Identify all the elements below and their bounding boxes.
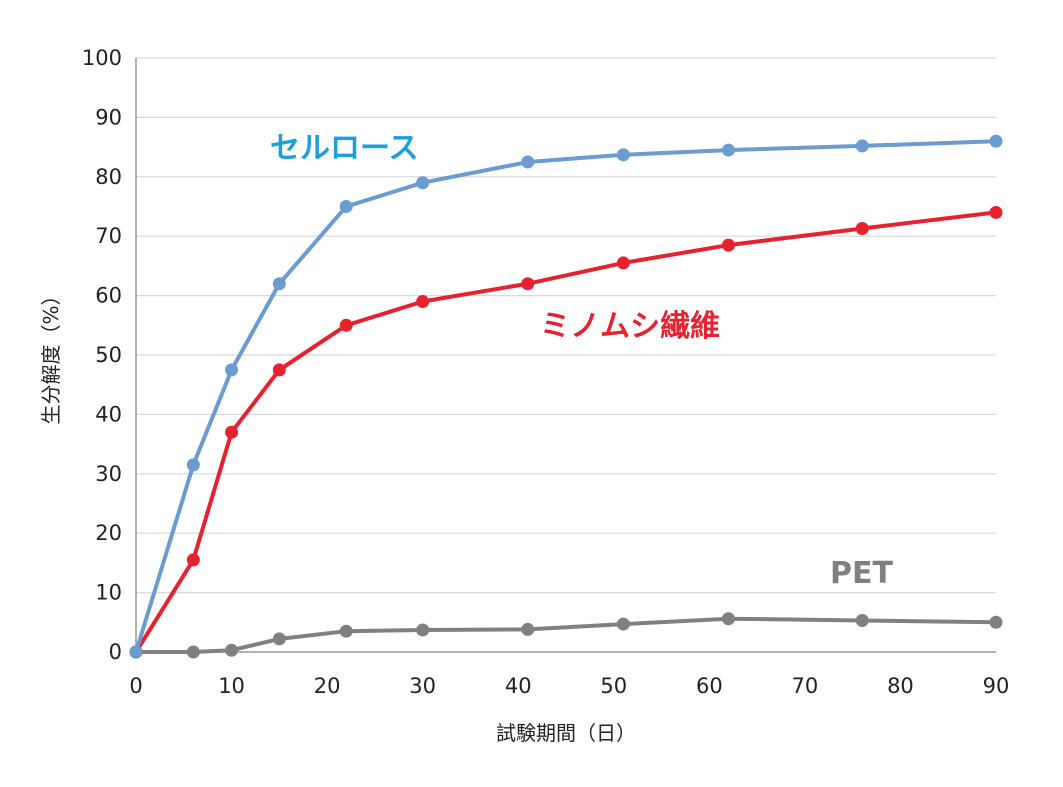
- y-tick-label: 70: [95, 224, 122, 248]
- data-point: [339, 318, 353, 332]
- data-point: [416, 295, 430, 309]
- x-tick-label: 70: [792, 674, 819, 698]
- data-point: [272, 277, 286, 291]
- data-point: [989, 205, 1003, 219]
- data-point: [129, 645, 143, 659]
- data-point: [989, 134, 1003, 148]
- data-point: [616, 617, 630, 631]
- y-tick-label: 50: [95, 343, 122, 367]
- data-point: [272, 363, 286, 377]
- series-0: [129, 134, 1003, 659]
- x-tick-label: 90: [983, 674, 1010, 698]
- data-point: [721, 143, 735, 157]
- data-point: [616, 256, 630, 270]
- data-point: [186, 645, 200, 659]
- data-point: [339, 624, 353, 638]
- y-tick-label: 80: [95, 165, 122, 189]
- y-axis-title: 生分解度（%）: [39, 285, 63, 424]
- series-label: ミノムシ繊維: [540, 309, 720, 344]
- data-point: [416, 623, 430, 637]
- series-label: PET: [830, 556, 893, 591]
- gridlines: [136, 57, 996, 594]
- y-tick-label: 90: [95, 105, 122, 129]
- x-tick-label: 0: [129, 674, 142, 698]
- y-tick-labels: 0 10 20 30 40 50 60 70 80 90 100: [82, 46, 122, 664]
- x-tick-label: 60: [696, 674, 723, 698]
- data-point: [186, 458, 200, 472]
- data-point: [186, 553, 200, 567]
- x-tick-label: 30: [409, 674, 436, 698]
- data-point: [521, 155, 535, 169]
- y-tick-label: 30: [95, 462, 122, 486]
- y-tick-label: 40: [95, 402, 122, 426]
- data-point: [521, 622, 535, 636]
- x-tick-label: 40: [505, 674, 532, 698]
- data-point: [225, 643, 239, 657]
- data-point: [416, 176, 430, 190]
- data-point: [225, 425, 239, 439]
- data-point: [272, 632, 286, 646]
- x-tick-label: 20: [314, 674, 341, 698]
- data-point: [616, 148, 630, 162]
- y-tick-label: 60: [95, 284, 122, 308]
- x-tick-label: 80: [887, 674, 914, 698]
- data-point: [855, 139, 869, 153]
- y-tick-label: 10: [95, 581, 122, 605]
- x-axis-title: 試験期間（日）: [496, 721, 636, 745]
- series-lines: [129, 134, 1003, 659]
- x-tick-label: 10: [218, 674, 245, 698]
- data-point: [989, 615, 1003, 629]
- y-tick-label: 20: [95, 521, 122, 545]
- data-point: [225, 363, 239, 377]
- x-tick-label: 50: [600, 674, 627, 698]
- series-label: セルロース: [270, 131, 419, 166]
- data-point: [521, 277, 535, 291]
- y-tick-label: 0: [109, 640, 122, 664]
- data-point: [855, 221, 869, 235]
- data-point: [855, 614, 869, 628]
- axes: [135, 58, 996, 653]
- x-tick-labels: 0 10 20 30 40 50 60 70 80 90: [129, 674, 1009, 698]
- data-point: [721, 238, 735, 252]
- series-1: [129, 205, 1003, 659]
- data-point: [721, 612, 735, 626]
- y-tick-label: 100: [82, 46, 122, 70]
- data-point: [339, 200, 353, 213]
